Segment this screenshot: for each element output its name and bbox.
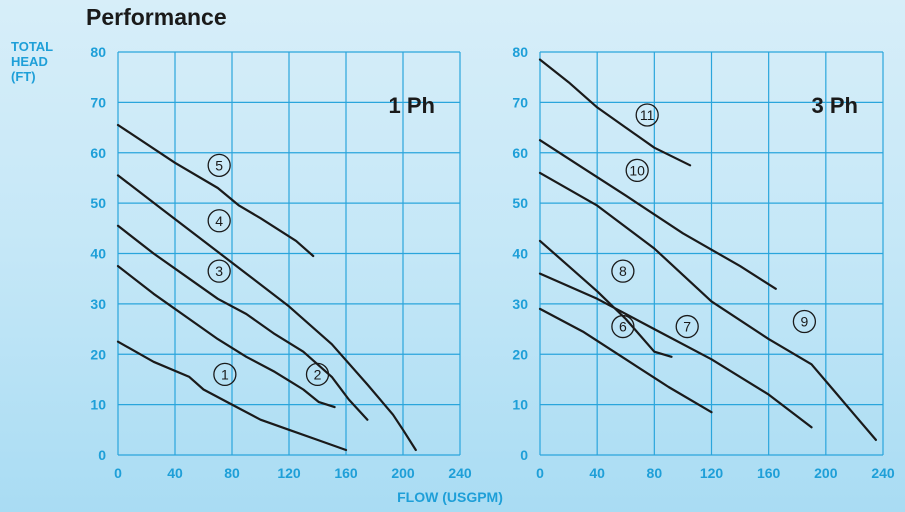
- series-marker-circle: [792, 309, 817, 334]
- panel-label: 1 Ph: [389, 93, 435, 118]
- series-marker-circle: [213, 362, 237, 387]
- y-tick-label: 20: [90, 346, 106, 362]
- x-tick-label: 120: [277, 465, 301, 481]
- x-tick-label: 120: [700, 465, 724, 481]
- series-line: [538, 58, 692, 167]
- y-axis-title: TOTAL HEAD (FT): [11, 39, 71, 84]
- panel-2: 0 40 80 120 160 200 240 0 10 20 30 40 50 60 70 80 3 Ph 6 7…: [512, 44, 894, 481]
- series-line: [116, 265, 336, 409]
- series-line: [538, 272, 813, 429]
- y-tick-label: 40: [512, 246, 528, 262]
- x-axis-title: FLOW (USGPM): [397, 489, 503, 505]
- series-marker-circle: [207, 259, 231, 283]
- y-axis-title-line-1: TOTAL: [11, 39, 54, 54]
- series-line: [116, 123, 315, 258]
- series-marker-circle: [635, 103, 659, 127]
- x-tick-label: 0: [536, 465, 544, 481]
- x-tick-label: 200: [814, 465, 838, 481]
- x-tick-label: 240: [871, 465, 895, 481]
- y-tick-label: 50: [512, 195, 528, 211]
- y-tick-label: 0: [520, 447, 528, 463]
- series-label: 11: [640, 107, 655, 123]
- y-tick-label: 70: [90, 94, 106, 110]
- series-label: 10: [629, 162, 645, 178]
- x-tick-label: 40: [167, 465, 183, 481]
- series-marker-circle: [611, 259, 635, 283]
- series-marker-circle: [675, 314, 699, 339]
- y-tick-label: 0: [98, 447, 106, 463]
- series-label: 7: [683, 319, 691, 335]
- y-tick-label: 30: [512, 296, 528, 312]
- series-line: [116, 224, 369, 421]
- y-tick-label: 70: [512, 94, 528, 110]
- x-tick-label: 240: [448, 465, 472, 481]
- series-line: [116, 340, 348, 452]
- series-label: 6: [619, 319, 627, 335]
- y-tick-label: 50: [90, 195, 106, 211]
- series-marker-circle: [207, 153, 231, 177]
- series-marker-circle: [625, 158, 649, 183]
- series-label: 2: [314, 366, 322, 382]
- y-tick-label: 80: [90, 44, 106, 60]
- series-line: [116, 174, 417, 452]
- y-tick-label: 10: [512, 397, 528, 413]
- series-label: 9: [800, 314, 808, 330]
- y-tick-label: 30: [90, 296, 106, 312]
- series-label: 4: [215, 213, 223, 229]
- x-tick-label: 160: [334, 465, 358, 481]
- y-tick-label: 60: [512, 145, 528, 161]
- y-axis-title-line-2: HEAD: [11, 54, 48, 69]
- x-tick-label: 200: [391, 465, 415, 481]
- y-axis-title-line-3: (FT): [11, 69, 36, 84]
- series-label: 8: [619, 263, 627, 279]
- y-tick-label: 40: [90, 246, 106, 262]
- series-marker-circle: [207, 209, 231, 233]
- x-tick-label: 40: [589, 465, 605, 481]
- series-line: [538, 239, 673, 358]
- y-tick-label: 10: [90, 397, 106, 413]
- y-tick-label: 20: [512, 346, 528, 362]
- series-label: 1: [221, 366, 229, 382]
- y-tick-label: 80: [512, 44, 528, 60]
- series-label: 3: [215, 263, 223, 279]
- series-label: 5: [215, 157, 223, 173]
- y-tick-label: 60: [90, 145, 106, 161]
- x-tick-label: 80: [647, 465, 663, 481]
- page-title: Performance: [86, 4, 227, 30]
- panel-1: 0 40 80 120 160 200 240 0 10 20 30 40 50 60 70 80 1 Ph 1 2…: [90, 44, 471, 481]
- panel-label: 3 Ph: [812, 93, 858, 118]
- x-tick-label: 80: [224, 465, 240, 481]
- series-line: [538, 307, 713, 414]
- x-tick-label: 0: [114, 465, 122, 481]
- series-line: [538, 139, 777, 290]
- series-line: [538, 171, 877, 441]
- x-tick-label: 160: [757, 465, 781, 481]
